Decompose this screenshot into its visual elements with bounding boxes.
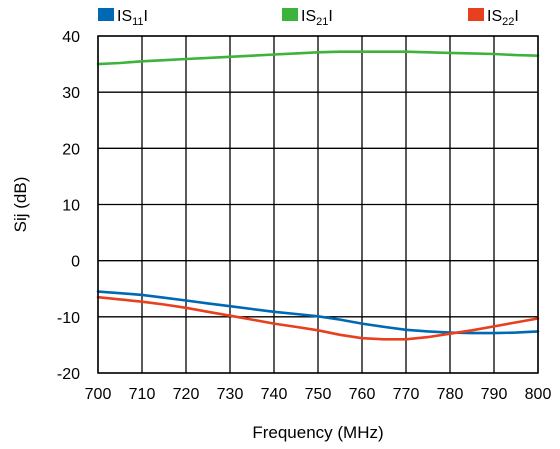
grid: [97, 35, 539, 374]
x-tick-label: 760: [349, 386, 376, 403]
x-axis-title: Frequency (MHz): [252, 423, 383, 442]
plot-frame: [97, 35, 539, 374]
legend-swatch: [468, 8, 484, 21]
y-tick-label: -20: [57, 366, 80, 383]
legend-swatch: [98, 8, 114, 21]
x-tick-label: 710: [129, 386, 156, 403]
x-tick-label: 780: [437, 386, 464, 403]
y-axis-title: Sij (dB): [11, 177, 30, 233]
x-tick-labels: 700 710 720 730 740 750 760 770 780 790 800: [85, 386, 552, 403]
y-tick-label: 40: [62, 29, 80, 46]
legend-item-s11: IS11I: [98, 8, 148, 28]
legend-item-s21: IS21I: [282, 8, 333, 28]
x-tick-label: 730: [217, 386, 244, 403]
legend-label: IS21I: [301, 8, 333, 28]
series-line-s22: [96, 295, 540, 341]
y-tick-label: 20: [62, 141, 80, 158]
x-tick-label: 750: [305, 386, 332, 403]
x-tick-label: 770: [393, 386, 420, 403]
x-tick-label: 720: [173, 386, 200, 403]
x-tick-label: 800: [525, 386, 552, 403]
legend-label: IS22I: [487, 8, 519, 28]
x-tick-label: 700: [85, 386, 112, 403]
legend-item-s22: IS22I: [468, 8, 519, 28]
legend: IS11I IS21I IS22I: [98, 8, 519, 28]
y-tick-label: 0: [71, 254, 80, 271]
y-tick-label: -10: [57, 310, 80, 327]
legend-swatch: [282, 8, 298, 21]
y-tick-label: 30: [62, 85, 80, 102]
y-tick-label: 10: [62, 198, 80, 215]
x-tick-label: 790: [481, 386, 508, 403]
legend-label: IS11I: [117, 8, 148, 28]
y-tick-labels: 40 30 20 10 0 -10 -20: [57, 29, 80, 383]
x-tick-label: 740: [261, 386, 288, 403]
series-lines: [96, 50, 540, 341]
series-line-s11: [96, 290, 540, 335]
series-line-s21: [96, 50, 540, 66]
